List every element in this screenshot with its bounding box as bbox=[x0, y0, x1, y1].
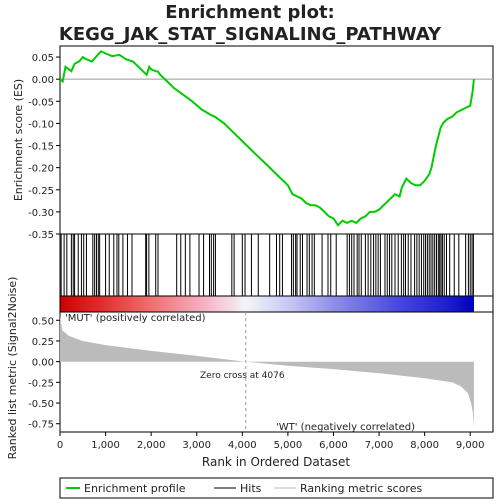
x-tick-label: 7,000 bbox=[365, 440, 394, 451]
enrichment-profile-line bbox=[59, 50, 475, 227]
legend-label-enrichment: Enrichment profile bbox=[84, 482, 186, 495]
legend-label-hits: Hits bbox=[240, 482, 262, 495]
x-tick-label: 4,000 bbox=[228, 440, 257, 451]
x-tick-label: 3,000 bbox=[182, 440, 211, 451]
x-tick-label: 6,000 bbox=[319, 440, 348, 451]
positive-correlation-label: 'MUT' (positively correlated) bbox=[65, 313, 206, 324]
x-tick-label: 0 bbox=[57, 440, 63, 451]
chart-title: Enrichment plot: bbox=[165, 2, 335, 23]
legend-label-metric: Ranking metric scores bbox=[300, 482, 422, 495]
es-y-tick-label: -0.10 bbox=[28, 119, 54, 130]
metric-y-tick-label: -0.50 bbox=[28, 399, 54, 410]
colorbar-strip bbox=[59, 295, 494, 313]
legend-frame bbox=[59, 477, 494, 499]
metric-y-tick-label: 0.25 bbox=[32, 337, 54, 348]
x-ticks: 0 1,000 2,000 3,000 4,000 5,000 6,000 7,000 8,00… bbox=[57, 432, 485, 451]
enrichment-score-panel: 0.05 0.00 -0.05 -0.10 -0.15 -0.20 -0.25 -0.30 -0… bbox=[12, 45, 494, 241]
hit-marks bbox=[60, 234, 474, 296]
x-tick-label: 9,000 bbox=[456, 440, 485, 451]
metric-y-tick-label: -0.25 bbox=[28, 378, 54, 389]
es-y-tick-label: -0.20 bbox=[28, 164, 54, 175]
x-tick-label: 2,000 bbox=[137, 440, 166, 451]
x-axis: 0 1,000 2,000 3,000 4,000 5,000 6,000 7,000 8,00… bbox=[57, 432, 485, 469]
es-y-tick-label: -0.25 bbox=[28, 186, 54, 197]
es-y-tick-label: 0.05 bbox=[32, 53, 54, 64]
x-tick-label: 5,000 bbox=[274, 440, 303, 451]
chart-subtitle: KEGG_JAK_STAT_SIGNALING_PATHWAY bbox=[59, 24, 442, 45]
x-tick-label: 1,000 bbox=[91, 440, 120, 451]
metric-y-tick-label: 0.50 bbox=[32, 316, 54, 327]
ranked-colorbar bbox=[59, 295, 494, 313]
zero-cross-annotation: Zero cross at 4076 bbox=[200, 371, 285, 381]
es-y-tick-label: 0.00 bbox=[32, 75, 54, 86]
metric-panel-frame bbox=[59, 311, 494, 433]
es-y-ticks: 0.05 0.00 -0.05 -0.10 -0.15 -0.20 -0.25 -0.30 -0… bbox=[28, 53, 60, 241]
es-y-tick-label: -0.05 bbox=[28, 97, 54, 108]
es-y-tick-label: -0.15 bbox=[28, 142, 54, 153]
metric-y-tick-label: 0.00 bbox=[32, 358, 54, 369]
ranking-metric-panel: 0.50 0.25 0.00 -0.25 -0.50 -0.75 'MUT' (posit… bbox=[6, 277, 494, 460]
negative-correlation-label: 'WT' (negatively correlated) bbox=[276, 422, 415, 433]
es-y-axis-label: Enrichment score (ES) bbox=[12, 79, 25, 201]
x-tick-label: 8,000 bbox=[410, 440, 439, 451]
legend: Enrichment profile Hits Ranking metric s… bbox=[59, 477, 494, 499]
es-y-tick-label: -0.35 bbox=[28, 230, 54, 241]
ranking-metric-area bbox=[60, 316, 474, 428]
x-axis-label: Rank in Ordered Dataset bbox=[202, 455, 350, 469]
metric-y-ticks: 0.50 0.25 0.00 -0.25 -0.50 -0.75 bbox=[28, 316, 60, 431]
metric-y-axis-label: Ranked list metric (Signal2Noise) bbox=[6, 277, 19, 460]
es-y-tick-label: -0.30 bbox=[28, 208, 54, 219]
metric-y-tick-label: -0.75 bbox=[28, 420, 54, 431]
hits-panel bbox=[59, 233, 494, 297]
